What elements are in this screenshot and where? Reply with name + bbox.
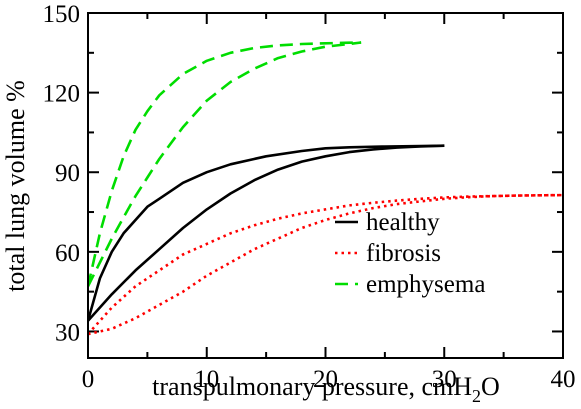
emphysema-lower-curve — [88, 41, 362, 287]
axis-ticks — [87, 12, 564, 358]
y-tick-label: 150 — [43, 1, 81, 28]
healthy-lower-curve — [88, 144, 445, 322]
healthy-upper-curve — [88, 144, 445, 322]
fibrosis-upper-curve — [88, 193, 563, 335]
emphysema-upper-curve — [88, 41, 362, 287]
x-tick-labels: 0 10 20 30 40 — [82, 366, 576, 393]
y-tick-labels: 30 60 90 120 150 — [43, 1, 81, 346]
x-tick-label: 20 — [313, 366, 338, 393]
y-tick-label: 30 — [55, 319, 80, 346]
fibrosis-lower-curve — [88, 193, 563, 336]
legend-label-healthy: healthy — [366, 209, 440, 236]
x-axis-label: transpulmonary pressure, cmH2O — [152, 372, 500, 406]
series-lines — [88, 41, 563, 336]
x-tick-label: 40 — [551, 366, 576, 393]
y-tick-label: 90 — [55, 160, 80, 187]
plot-frame — [87, 12, 564, 359]
legend-label-fibrosis: fibrosis — [366, 240, 441, 267]
x-tick-label: 30 — [432, 366, 457, 393]
y-tick-label: 120 — [43, 81, 81, 108]
y-axis-label: total lung volume % — [1, 80, 30, 292]
legend: healthy fibrosis emphysema — [335, 209, 485, 298]
legend-label-emphysema: emphysema — [366, 271, 485, 298]
x-tick-label: 0 — [82, 366, 95, 393]
y-tick-label: 60 — [55, 240, 80, 267]
x-tick-label: 10 — [194, 366, 219, 393]
